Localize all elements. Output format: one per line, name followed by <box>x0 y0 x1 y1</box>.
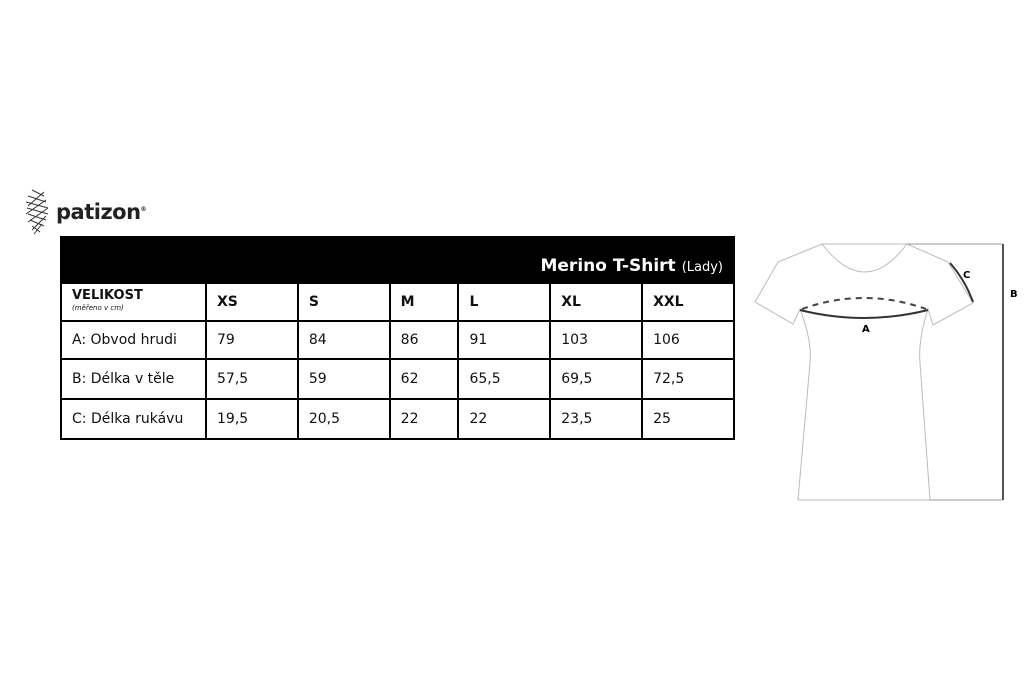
cell: 23,5 <box>549 398 644 440</box>
row-label: B: Délka v těle <box>60 358 207 400</box>
size-header: XL <box>549 282 644 322</box>
size-chart-table: Merino T-Shirt (Lady) VELIKOST (měřeno v c… <box>60 236 735 440</box>
cell: 65,5 <box>457 358 552 400</box>
b-measure-line <box>907 243 1003 501</box>
cell: 22 <box>388 398 460 440</box>
cell: 20,5 <box>296 398 391 440</box>
cell: 69,5 <box>549 358 644 400</box>
cell: 57,5 <box>205 358 299 400</box>
size-note: (měřeno v cm) <box>72 304 124 312</box>
cell: 79 <box>205 320 299 360</box>
brand-logo: patizon® <box>24 188 147 236</box>
row-label: A: Obvod hrudi <box>60 320 207 360</box>
cell: 86 <box>388 320 460 360</box>
neckline <box>821 243 908 273</box>
table-row: C: Délka rukávu 19,5 20,5 22 22 23,5 25 <box>60 398 735 440</box>
table-title: Merino T-Shirt (Lady) <box>60 236 735 284</box>
size-header: L <box>457 282 552 322</box>
size-header-row: VELIKOST (měřeno v cm) XS S M L XL XXL <box>60 282 735 322</box>
cell: 19,5 <box>205 398 299 440</box>
table-row: B: Délka v těle 57,5 59 62 65,5 69,5 72,… <box>60 358 735 400</box>
cell: 91 <box>457 320 552 360</box>
label-b: B <box>1010 289 1018 300</box>
a-measure-back <box>801 297 927 310</box>
size-label: VELIKOST <box>72 288 143 303</box>
a-measure-arc <box>799 309 929 319</box>
cell: 72,5 <box>641 358 735 400</box>
size-header: M <box>388 282 460 322</box>
tshirt-outline <box>754 243 974 501</box>
brand-name: patizon® <box>56 200 147 224</box>
logo-mark-icon <box>25 189 49 235</box>
size-header: XXL <box>641 282 735 322</box>
size-header: XS <box>205 282 299 322</box>
row-label: C: Délka rukávu <box>60 398 207 440</box>
cell: 62 <box>388 358 460 400</box>
cell: 84 <box>296 320 391 360</box>
cell: 103 <box>549 320 644 360</box>
size-header: S <box>296 282 391 322</box>
c-measure-arc <box>949 262 974 303</box>
cell: 59 <box>296 358 391 400</box>
cell: 25 <box>641 398 735 440</box>
cell: 106 <box>641 320 735 360</box>
label-c: C <box>963 270 970 281</box>
table-row: A: Obvod hrudi 79 84 86 91 103 106 <box>60 320 735 360</box>
cell: 22 <box>457 398 552 440</box>
label-a: A <box>862 324 870 335</box>
